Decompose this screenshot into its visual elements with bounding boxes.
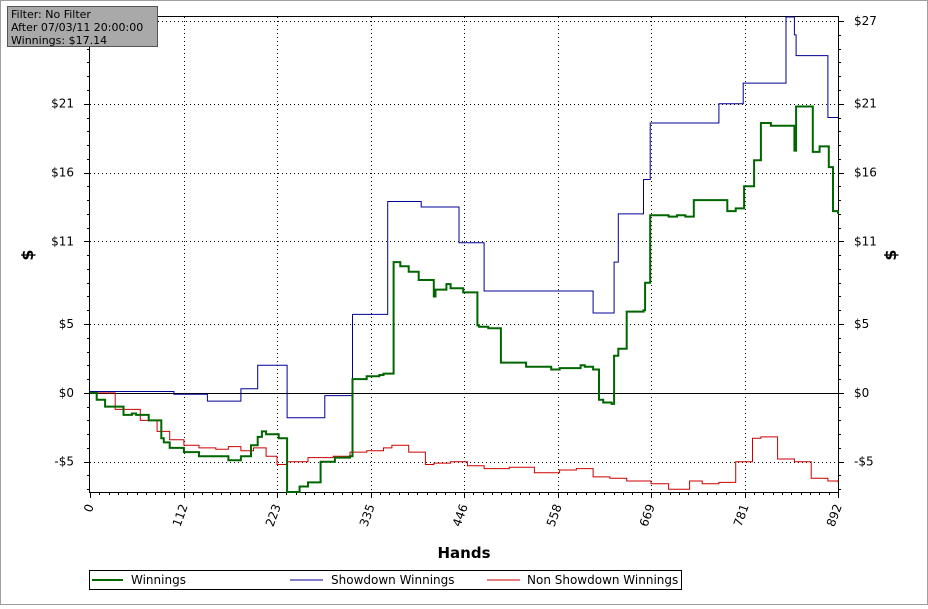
showdown-winnings-line bbox=[90, 16, 838, 419]
y-tick-label-left: -$5 bbox=[54, 455, 74, 469]
info-box-background bbox=[7, 6, 158, 47]
info-box: Filter: No Filter After 07/03/11 20:00:0… bbox=[7, 6, 158, 47]
y-tick-label-left: $21 bbox=[51, 97, 74, 111]
y-tick-label-right: $0 bbox=[854, 386, 869, 400]
legend: Winnings Showdown Winnings Non Showdown … bbox=[89, 570, 682, 590]
y-tick-label-left: $0 bbox=[59, 386, 74, 400]
info-filter-text: Filter: No Filter bbox=[11, 8, 91, 21]
y-axis-label-right: $ bbox=[881, 249, 900, 260]
y-axis-label-left: $ bbox=[18, 249, 37, 260]
x-axis-label: Hands bbox=[437, 544, 490, 562]
x-tick-label: 0 bbox=[81, 502, 97, 514]
non-showdown-winnings-line bbox=[90, 392, 839, 490]
y-tick-label-right: $21 bbox=[854, 97, 877, 111]
legend-label-winnings: Winnings bbox=[131, 573, 186, 587]
y-tick-label-right: $5 bbox=[854, 317, 869, 331]
winnings-line bbox=[90, 105, 839, 493]
series-layer bbox=[90, 16, 839, 493]
y-tick-label-left: $11 bbox=[51, 234, 74, 248]
y-tick-label-right: -$5 bbox=[854, 455, 874, 469]
y-tick-label-left: $16 bbox=[51, 166, 74, 180]
grid-layer bbox=[90, 17, 838, 492]
legend-label-showdown: Showdown Winnings bbox=[331, 573, 455, 587]
y-tick-label-right: $11 bbox=[854, 234, 877, 248]
info-winnings-text: Winnings: $17.14 bbox=[11, 34, 107, 47]
legend-box bbox=[89, 570, 682, 590]
y-tick-label-right: $16 bbox=[854, 166, 877, 180]
legend-label-non-showdown: Non Showdown Winnings bbox=[527, 573, 678, 587]
y-tick-label-right: $27 bbox=[854, 14, 877, 28]
info-after-text: After 07/03/11 20:00:00 bbox=[11, 21, 143, 34]
y-tick-label-left: $5 bbox=[59, 317, 74, 331]
